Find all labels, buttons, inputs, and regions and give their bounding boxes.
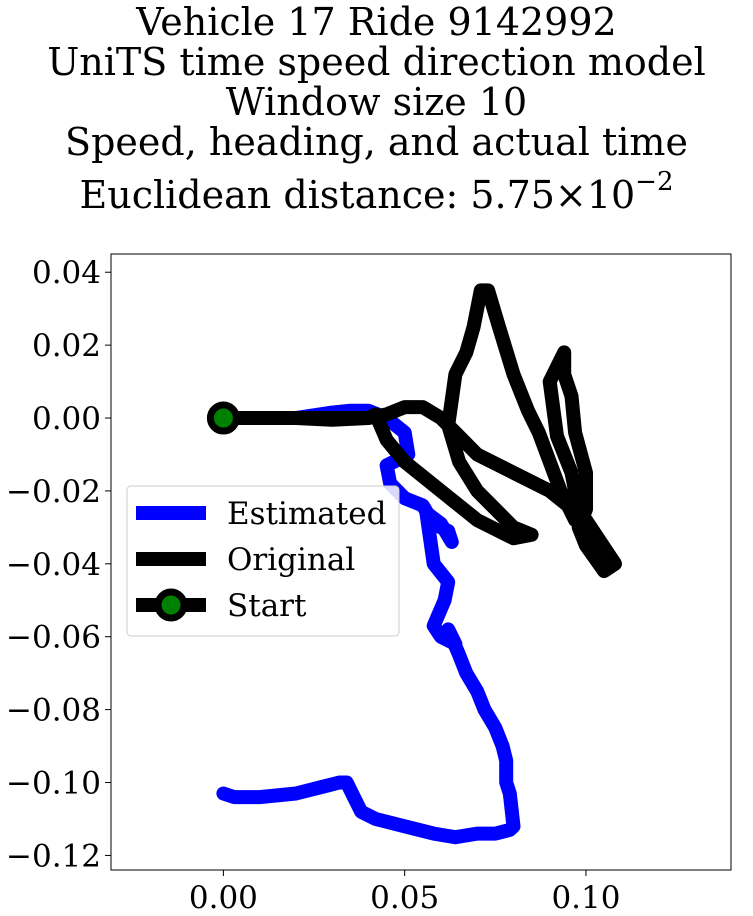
distance-prefix: Euclidean distance: 5.75 [79,173,555,217]
legend-label-start: Start [227,588,307,624]
y-tick-label: −0.12 [6,838,101,874]
series-layer [206,283,622,845]
title-line-5: Euclidean distance: 5.75×10−2 [0,162,753,215]
title-line-2: UniTS time speed direction model [47,40,706,84]
distance-exponent: −2 [635,167,674,197]
y-tick-label: −0.02 [6,474,101,510]
title-line-3: Window size 10 [225,80,528,124]
title-line-4: Speed, heading, and actual time [65,120,688,164]
legend: Estimated Original Start [126,485,400,637]
legend-label-original: Original [227,542,355,578]
chart-title: Vehicle 17 Ride 9142992 UniTS time speed… [0,2,753,215]
series-line-original [216,283,622,579]
legend-label-estimated: Estimated [227,496,386,532]
title-line-1: Vehicle 17 Ride 9142992 [136,0,617,44]
distance-times: × [554,173,587,217]
y-tick-label: −0.06 [6,620,101,656]
legend-start-marker [154,588,188,622]
x-tick-label: 0.05 [370,880,439,916]
start-marker [206,401,240,435]
x-tick-label: 0.00 [189,880,258,916]
y-tick-label: 0.00 [32,401,101,437]
y-tick-label: −0.08 [6,693,101,729]
y-tick-label: 0.04 [32,255,101,291]
x-tick-label: 0.10 [551,880,620,916]
axes-layer: 0.00 0.05 0.10 0.04 0.02 0.00 −0.02 −0.04 −0.06 −… [6,255,620,916]
plot-frame [110,253,732,871]
y-tick-label: −0.04 [6,547,101,583]
y-tick-label: −0.10 [6,766,101,802]
y-tick-label: 0.02 [32,328,101,364]
distance-base: 10 [586,173,636,217]
